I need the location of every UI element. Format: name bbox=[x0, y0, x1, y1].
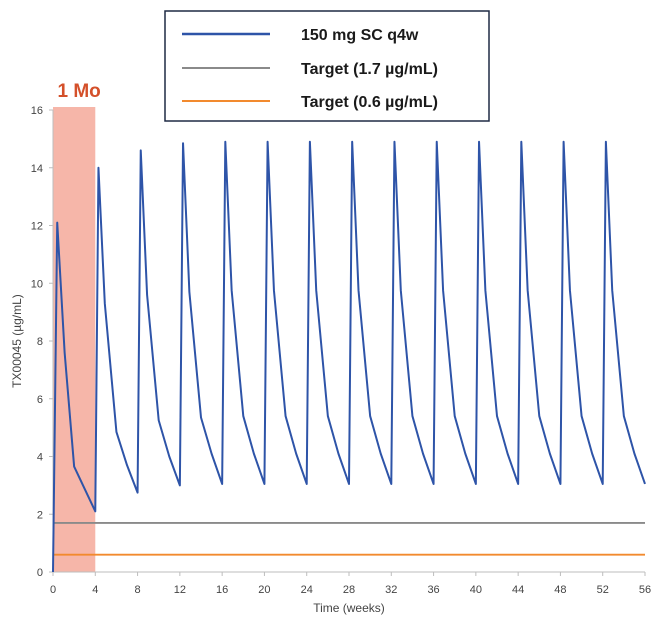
x-tick-label: 52 bbox=[597, 584, 609, 596]
x-tick-label: 32 bbox=[385, 584, 397, 596]
x-tick-label: 28 bbox=[343, 584, 355, 596]
x-tick-label: 56 bbox=[639, 584, 651, 596]
series-layer bbox=[52, 140, 646, 573]
x-tick-label: 40 bbox=[470, 584, 482, 596]
legend: 150 mg SC q4w Target (1.7 µg/mL) Target … bbox=[164, 10, 490, 122]
y-tick-label: 14 bbox=[31, 163, 43, 175]
y-tick-label: 8 bbox=[37, 336, 43, 348]
first-month-shaded-region bbox=[53, 107, 96, 572]
x-tick-label: 4 bbox=[92, 584, 98, 596]
x-tick-label: 20 bbox=[258, 584, 270, 596]
x-axis-title: Time (weeks) bbox=[313, 601, 385, 615]
legend-box bbox=[164, 10, 490, 122]
legend-label-dose: 150 mg SC q4w bbox=[301, 27, 419, 44]
x-tick-label: 16 bbox=[216, 584, 228, 596]
first-month-label: 1 Mo bbox=[58, 81, 101, 102]
y-axis-title: TX00045 (µg/mL) bbox=[10, 294, 24, 388]
x-tick-label: 44 bbox=[512, 584, 524, 596]
legend-label-target-0-6: Target (0.6 µg/mL) bbox=[301, 94, 438, 111]
y-tick-label: 10 bbox=[31, 278, 43, 290]
x-tick-label: 36 bbox=[427, 584, 439, 596]
dose-150mg-q4w-line bbox=[52, 140, 646, 573]
y-tick-label: 16 bbox=[31, 105, 43, 117]
x-tick-label: 24 bbox=[301, 584, 313, 596]
x-tick-label: 0 bbox=[50, 584, 56, 596]
x-tick-label: 8 bbox=[135, 584, 141, 596]
x-tick-label: 12 bbox=[174, 584, 186, 596]
y-tick-label: 6 bbox=[37, 394, 43, 406]
y-tick-label: 12 bbox=[31, 221, 43, 233]
y-axis-ticks: 0 2 4 6 8 10 12 14 16 bbox=[31, 105, 53, 579]
x-axis-ticks: 0 4 8 12 16 20 24 28 32 36 40 44 48 52 56 bbox=[50, 572, 651, 596]
y-tick-label: 4 bbox=[37, 452, 43, 464]
x-tick-label: 48 bbox=[554, 584, 566, 596]
legend-label-target-1-7: Target (1.7 µg/mL) bbox=[301, 61, 438, 78]
y-tick-label: 2 bbox=[37, 509, 43, 521]
y-tick-label: 0 bbox=[37, 567, 43, 579]
